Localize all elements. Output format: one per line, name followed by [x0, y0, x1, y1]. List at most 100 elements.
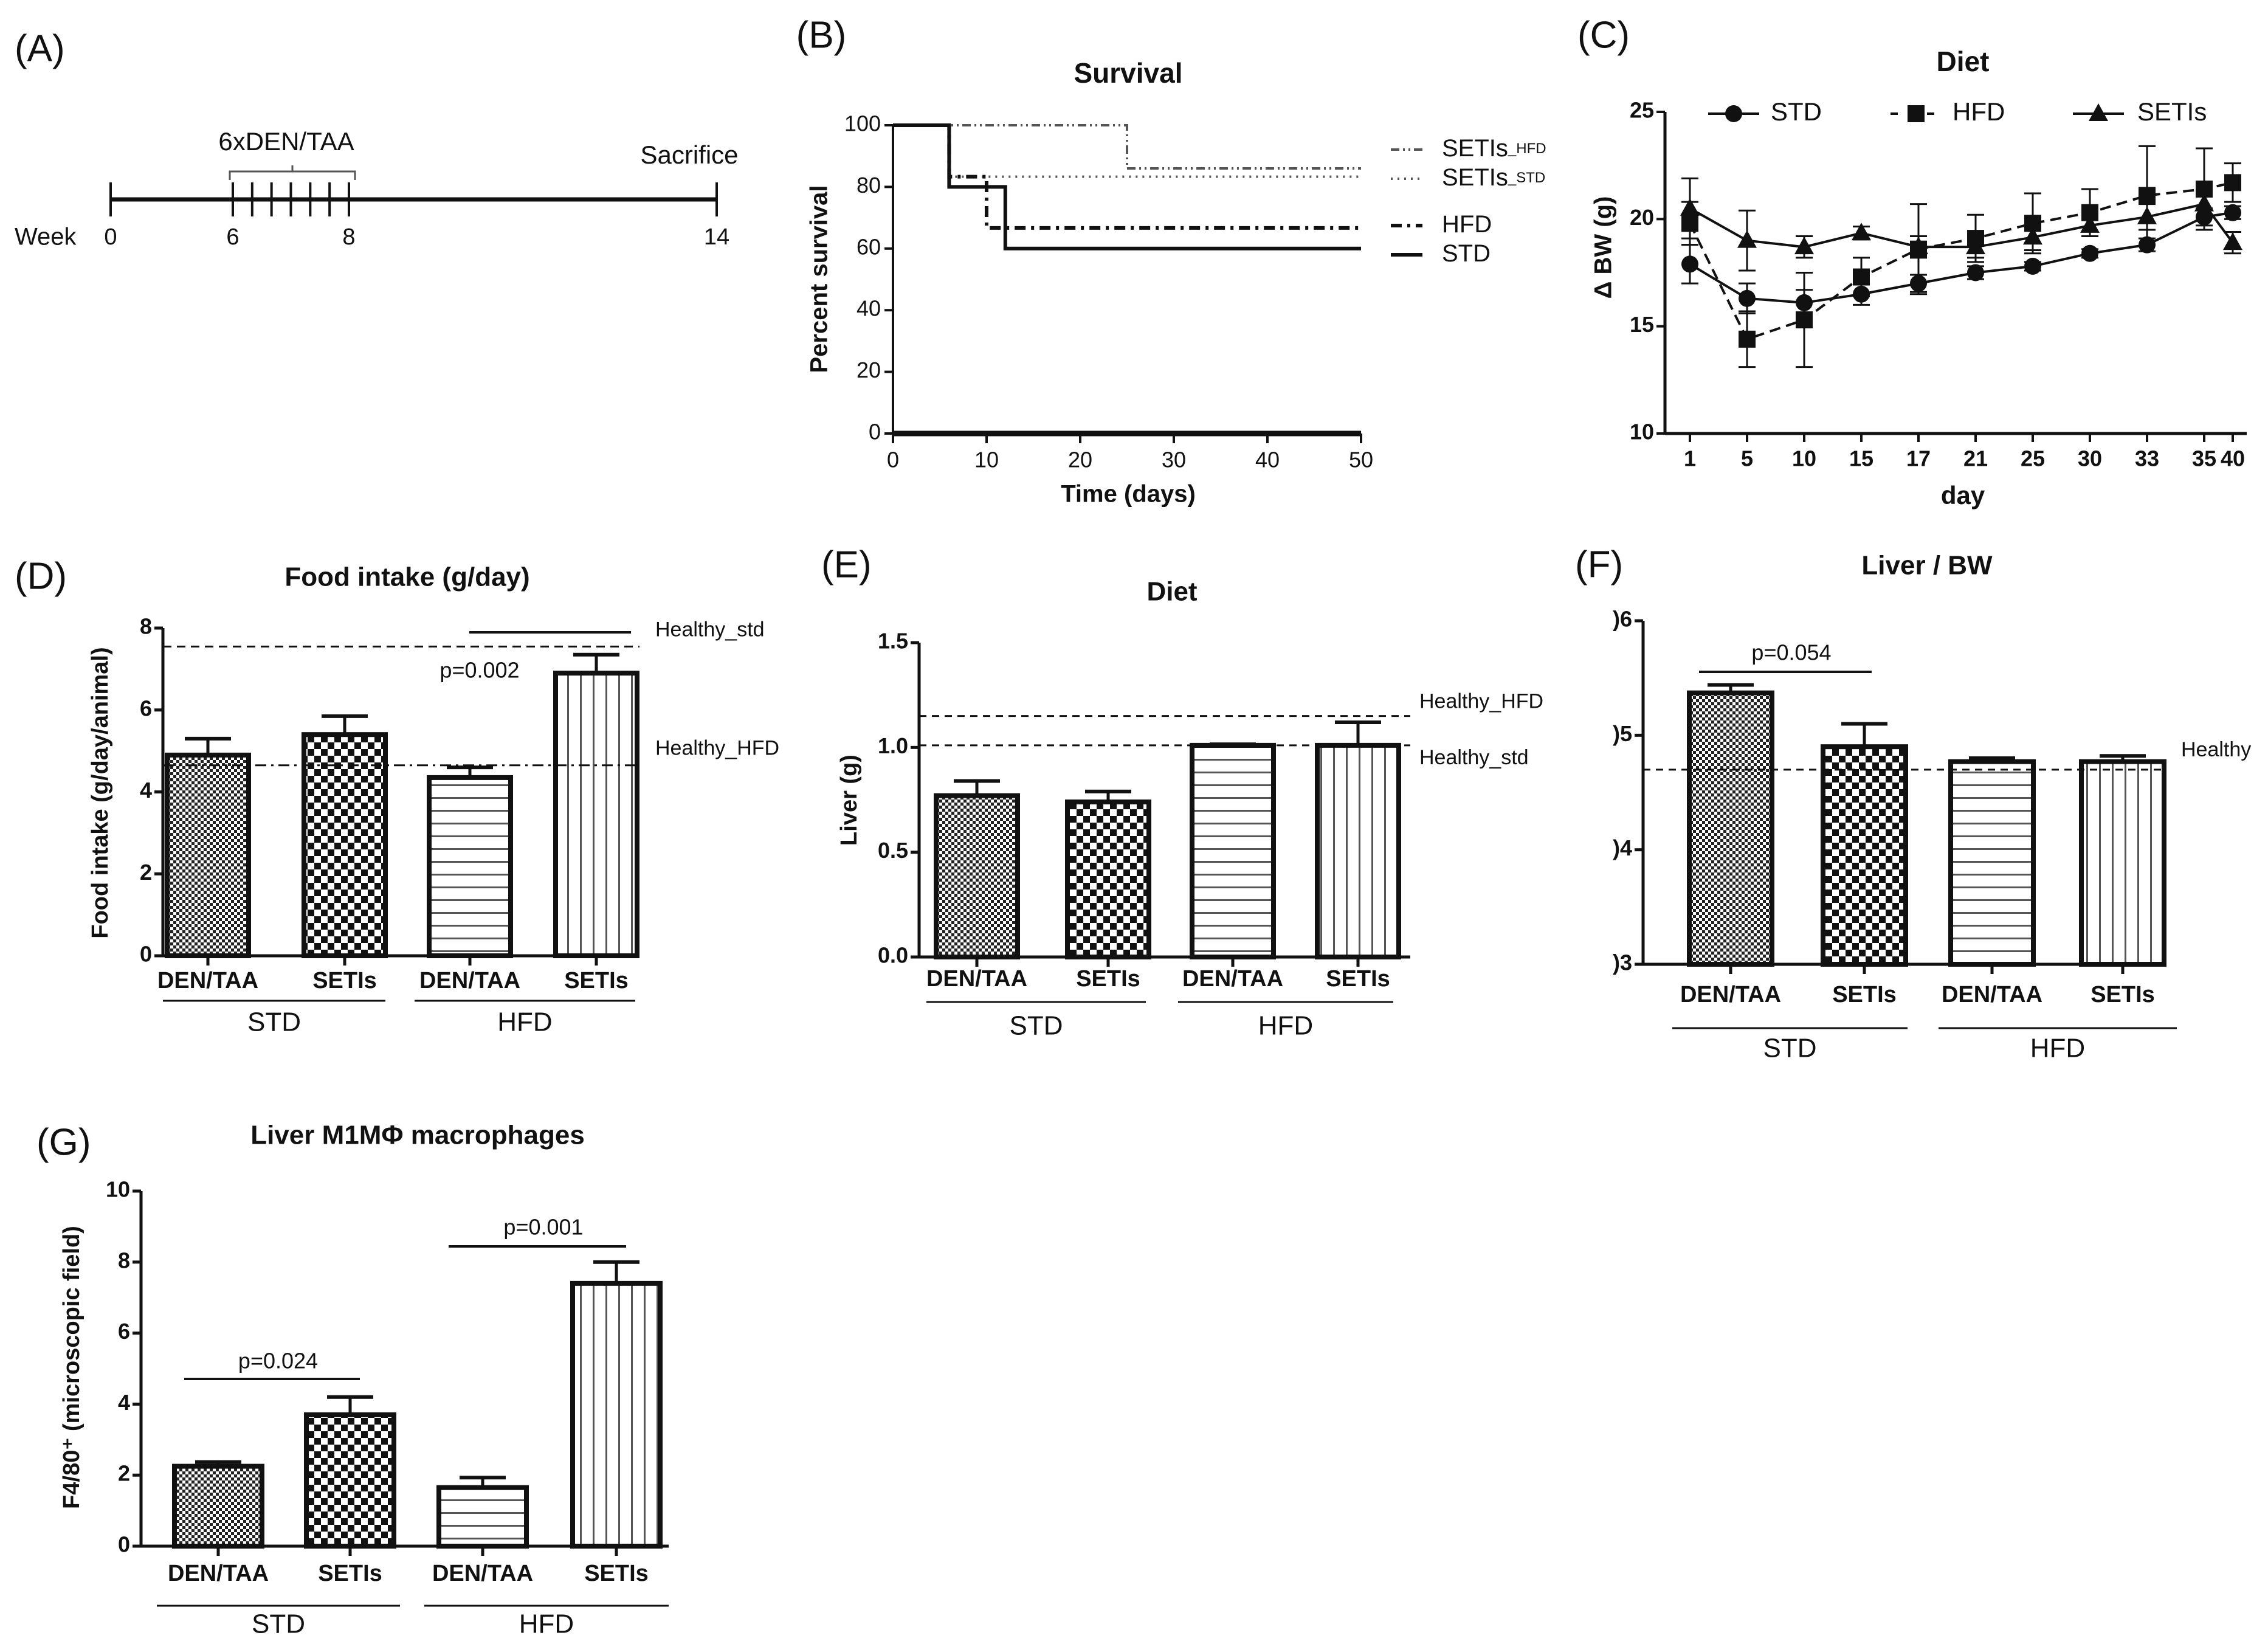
reference-line-label: Healthy — [2181, 738, 2251, 761]
category-label: SETIs — [1326, 966, 1390, 992]
panel-e-bar-chart: (E) Diet 0.0 0.5 1.0 1.5 DEN/TAA SETIs DEN/TAA SE… — [821, 544, 1543, 1040]
panel-label: (B) — [796, 14, 847, 56]
series-setis — [1680, 177, 2242, 272]
legend-label: SETIs_STD — [1442, 164, 1545, 191]
category-label: SETIs — [1832, 982, 1897, 1007]
legend-label-subscript: _HFD — [1508, 140, 1546, 157]
bar-hfd-den-taa — [1190, 742, 1276, 960]
legend-label-main: STD — [1442, 240, 1491, 267]
group-label: HFD — [1258, 1011, 1313, 1041]
treatment-label: 6xDEN/TAA — [218, 127, 354, 156]
y-tick-label: 1.0 — [878, 733, 908, 758]
y-tick-label: 0.5 — [878, 838, 908, 863]
panel-d-bar-chart: (D) Food intake (g/day) 0 2 4 6 8 DEN/TAA SETIs D… — [15, 555, 779, 1037]
sacrifice-label: Sacrifice — [640, 140, 738, 169]
chart-title: Diet — [1146, 577, 1197, 607]
x-tick-label: 10 — [1792, 446, 1816, 471]
x-tick-label: 15 — [1849, 446, 1873, 471]
category-label: SETIs — [2090, 982, 2155, 1007]
y-axis-label: Δ BW (g) — [1590, 196, 1617, 299]
y-tick-label: 20 — [857, 358, 881, 382]
y-axis-label: Food intake (g/day/animal) — [88, 647, 113, 938]
timeline-tick-label: 6 — [226, 224, 239, 250]
panel-a-timeline: (A) 0 6 8 14 6xDEN/TAA Sacrifice Week — [15, 27, 739, 250]
category-label: DEN/TAA — [419, 968, 520, 993]
x-axis-label: Time (days) — [1061, 481, 1196, 508]
group-label: HFD — [497, 1007, 552, 1037]
category-label: DEN/TAA — [1182, 966, 1283, 992]
survival-curve-std — [893, 123, 1361, 250]
legend-marker-triangle — [2089, 103, 2108, 121]
legend-marker-circle — [1725, 105, 1742, 122]
data-point-triangle — [2023, 227, 2042, 245]
p-value-label: p=0.024 — [238, 1349, 318, 1373]
y-tick-label: 4 — [118, 1390, 130, 1415]
treatment-bracket — [229, 165, 356, 180]
bar-hfd-den-taa — [436, 1485, 529, 1549]
category-label: DEN/TAA — [157, 968, 258, 993]
data-point-circle — [1739, 289, 1756, 307]
panel-label: (E) — [821, 544, 872, 586]
panel-label: (D) — [15, 555, 67, 597]
bar-std-setis — [302, 732, 388, 959]
p-value-label: p=0.001 — [503, 1215, 583, 1240]
bar-std-den-taa — [165, 752, 251, 959]
bar-hfd-setis — [570, 1280, 663, 1549]
series-std — [1681, 204, 2241, 317]
data-point-circle — [2024, 257, 2041, 275]
category-label: DEN/TAA — [1942, 982, 2042, 1007]
y-tick-label: 6 — [140, 696, 152, 720]
bar-hfd-setis — [2079, 759, 2166, 967]
bar-std-den-taa — [172, 1463, 264, 1549]
category-label: SETIs — [1076, 966, 1140, 992]
x-tick-label: 40 — [1255, 447, 1280, 472]
y-tick-label: 40 — [857, 296, 881, 321]
bar-std-setis — [1821, 744, 1908, 967]
category-label: DEN/TAA — [168, 1561, 269, 1586]
p-value-label: p=0.054 — [1751, 640, 1831, 665]
legend-label: HFD — [1953, 97, 2005, 126]
bar-std-setis — [304, 1412, 396, 1549]
panel-label: (F) — [1575, 544, 1623, 586]
bar-hfd-den-taa — [427, 775, 513, 958]
x-tick-label: 25 — [2021, 446, 2045, 471]
x-tick-label: 33 — [2135, 446, 2159, 471]
data-point-square — [2139, 187, 2156, 204]
y-tick-label: )4 — [1613, 835, 1632, 860]
data-point-square — [1739, 330, 1756, 348]
data-point-circle — [1681, 255, 1698, 273]
reference-line-label: Healthy_HFD — [655, 737, 779, 760]
legend-label: STD — [1442, 240, 1491, 267]
week-label: Week — [15, 224, 77, 250]
panel-label: (A) — [15, 27, 65, 69]
data-point-triangle — [1966, 237, 1985, 255]
category-label: DEN/TAA — [926, 966, 1027, 992]
data-point-circle — [2224, 204, 2241, 221]
group-label: HFD — [519, 1609, 574, 1639]
bar-std-den-taa — [934, 793, 1020, 960]
legend-label: STD — [1771, 97, 1822, 126]
x-tick-label: 50 — [1349, 447, 1373, 472]
legend-label: HFD — [1442, 211, 1492, 238]
category-label: SETIs — [564, 968, 629, 993]
panel-g-bar-chart: (G) Liver M1MΦ macrophages 0 2 4 6 8 10 DEN/TAA S… — [36, 1121, 669, 1639]
x-tick-label: 30 — [2078, 446, 2102, 471]
chart-title: Food intake (g/day) — [284, 562, 529, 592]
data-point-triangle — [2137, 206, 2157, 224]
x-tick-label: 30 — [1162, 447, 1186, 472]
legend-label: SETIs — [2137, 97, 2207, 126]
y-tick-label: 0.0 — [878, 943, 908, 968]
series-hfd — [1681, 145, 2241, 368]
bar-hfd-den-taa — [1948, 759, 2036, 967]
y-tick-label: 100 — [844, 111, 881, 136]
x-tick-label: 0 — [887, 447, 899, 472]
y-tick-label: 10 — [106, 1177, 130, 1202]
y-axis-label: Percent survival — [806, 185, 833, 373]
category-label: DEN/TAA — [1680, 982, 1781, 1007]
data-point-triangle — [1737, 230, 1757, 248]
group-label: STD — [1010, 1011, 1063, 1041]
reference-line-label: Healthy_std — [1419, 746, 1529, 769]
data-point-triangle — [1680, 198, 1700, 216]
